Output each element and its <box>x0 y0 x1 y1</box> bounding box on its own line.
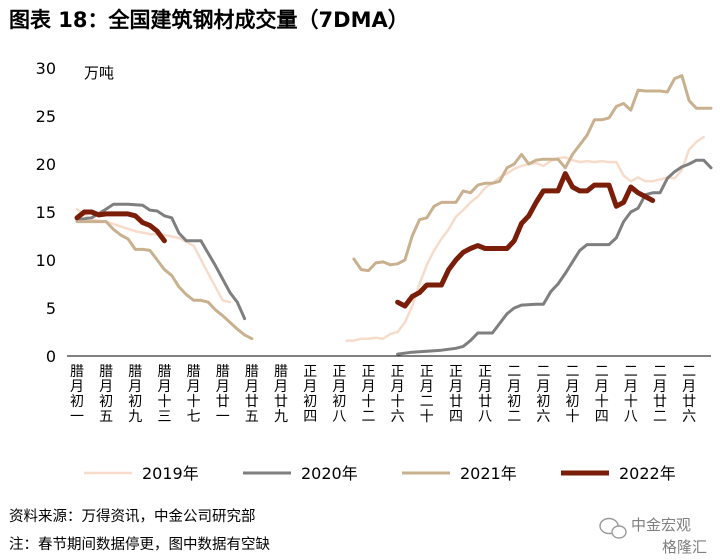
x-tick-label-0: 腊月初一 <box>70 364 84 425</box>
x-tick-label-15: 二月初二 <box>507 364 521 425</box>
x-tick-label-20: 二月廿二 <box>653 364 667 425</box>
legend-item-0: 2019年 <box>84 464 199 483</box>
legend-item-3: 2022年 <box>561 464 676 483</box>
x-tick-label-21: 二月廿六 <box>682 364 696 425</box>
footnote: 注：春节期间数据停更，图中数据有空缺 <box>9 536 270 553</box>
y-tick-label-5: 25 <box>36 107 56 126</box>
watermark-sub: 格隆汇 <box>662 538 707 556</box>
series-layer <box>74 74 713 356</box>
y-tick-label-2: 10 <box>36 251 56 270</box>
x-tick-label-17: 二月初十 <box>566 364 580 425</box>
x-tick-label-18: 二月十四 <box>595 364 609 425</box>
legend-item-1: 2020年 <box>243 464 358 483</box>
y-tick-label-6: 30 <box>36 59 56 78</box>
series-line-1 <box>75 158 713 356</box>
series-line-3 <box>74 171 656 309</box>
x-tick-label-8: 正月初四 <box>303 364 317 425</box>
x-tick-label-6: 腊月廿五 <box>245 364 259 425</box>
x-tick-label-19: 二月十八 <box>624 364 638 425</box>
x-tick-label-1: 腊月初五 <box>99 364 113 425</box>
x-tick-label-13: 正月廿四 <box>449 364 463 425</box>
series-2021年 <box>75 74 713 341</box>
series-line-0 <box>75 135 705 342</box>
watermark-text: 中金宏观 <box>631 516 691 534</box>
y-tick-label-1: 5 <box>46 299 56 318</box>
x-tick-label-9: 正月初八 <box>332 364 346 425</box>
y-tick-label-4: 20 <box>36 155 56 174</box>
x-tick-label-12: 正月二十 <box>420 364 434 425</box>
y-tick-label-3: 15 <box>36 203 56 222</box>
series-2020年 <box>75 158 713 356</box>
x-axis: 腊月初一 腊月初五 腊月初九 腊月十三 腊月十七 腊月廿一 腊月廿五 腊月廿九 正月初四 正月初八… <box>70 364 696 425</box>
wechat-icon <box>599 517 627 539</box>
series-2019年 <box>75 135 705 342</box>
x-tick-label-7: 腊月廿九 <box>274 364 288 425</box>
series-2022年 <box>74 171 656 309</box>
legend-label-1: 2020年 <box>301 464 358 483</box>
x-tick-label-11: 正月十六 <box>391 364 405 425</box>
legend-item-2: 2021年 <box>402 464 517 483</box>
legend-label-3: 2022年 <box>619 464 676 483</box>
x-tick-label-10: 正月十二 <box>361 364 375 425</box>
x-tick-label-4: 腊月十七 <box>187 364 201 425</box>
x-tick-label-2: 腊月初九 <box>128 364 142 425</box>
y-axis: 0 5 10 15 20 25 30 <box>36 59 56 366</box>
legend-label-0: 2019年 <box>142 464 199 483</box>
x-tick-label-14: 正月廿八 <box>478 364 492 425</box>
y-axis-unit-label: 万吨 <box>84 64 114 82</box>
chart-title: 图表 18：全国建筑钢材成交量（7DMA） <box>9 8 409 32</box>
x-tick-label-3: 腊月十三 <box>157 364 171 425</box>
source-note: 资料来源：万得资讯，中金公司研究部 <box>9 508 256 525</box>
legend: 2019年 2020年 2021年 2022年 <box>84 464 676 483</box>
series-line-2 <box>75 74 713 341</box>
x-tick-label-16: 二月初六 <box>536 364 550 425</box>
legend-label-2: 2021年 <box>460 464 517 483</box>
watermark: 中金宏观 格隆汇 <box>599 516 707 556</box>
y-tick-label-0: 0 <box>46 347 56 366</box>
x-tick-label-5: 腊月廿一 <box>216 364 230 425</box>
